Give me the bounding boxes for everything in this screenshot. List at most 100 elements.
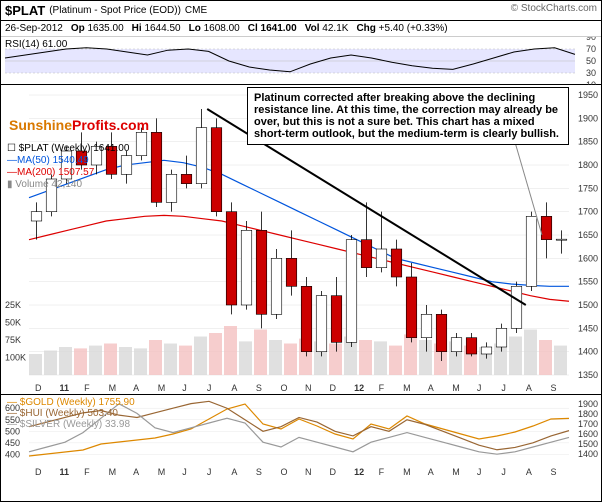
chg-label: Chg +5.40 (+0.33%) [356,23,447,34]
rsi-chart: 9070503010 [1,37,601,85]
attribution: © StockCharts.com [511,3,597,18]
svg-text:1900: 1900 [578,399,598,409]
volume-indicator: ▮ Volume 42,140 [7,179,129,191]
svg-text:1350: 1350 [578,370,598,380]
svg-text:30: 30 [586,68,596,78]
svg-text:S: S [550,467,556,477]
svg-text:A: A [428,467,434,477]
svg-text:J: J [182,467,187,477]
hui-label: — $HUI (Weekly) 503.40 [7,408,135,419]
svg-text:F: F [84,383,90,393]
svg-text:A: A [231,383,237,393]
svg-text:F: F [379,383,385,393]
bottom-panel: — $GOLD (Weekly) 1755.90 — $HUI (Weekly)… [1,395,601,481]
svg-text:50K: 50K [5,318,21,328]
svg-text:J: J [477,383,482,393]
svg-text:O: O [280,383,287,393]
svg-text:1650: 1650 [578,230,598,240]
svg-text:12: 12 [354,383,364,393]
svg-text:O: O [280,467,287,477]
svg-text:F: F [84,467,90,477]
svg-text:1550: 1550 [578,277,598,287]
svg-text:A: A [428,383,434,393]
svg-text:70: 70 [586,44,596,54]
svg-text:1400: 1400 [578,449,598,459]
rsi-label: RSI(14) 61.00 [5,39,67,50]
svg-text:1500: 1500 [578,439,598,449]
date: 26-Sep-2012 [5,23,63,34]
svg-text:1950: 1950 [578,90,598,100]
svg-text:1900: 1900 [578,113,598,123]
silver-label: — $SILVER (Weekly) 33.98 [7,419,135,430]
svg-text:J: J [501,467,506,477]
ohlc-line: 26-Sep-2012 Op 1635.00 Hi 1644.50 Lo 160… [1,21,601,37]
svg-text:D: D [35,467,42,477]
svg-text:1700: 1700 [578,419,598,429]
exchange: CME [185,5,207,16]
watermark: SunshineProfits.com [9,117,149,133]
svg-text:N: N [305,383,312,393]
svg-text:100K: 100K [5,353,26,363]
bottom-labels: — $GOLD (Weekly) 1755.90 — $HUI (Weekly)… [7,397,135,430]
svg-text:M: M [109,467,117,477]
svg-text:1400: 1400 [578,347,598,357]
svg-text:1500: 1500 [578,300,598,310]
svg-text:1700: 1700 [578,207,598,217]
svg-text:S: S [256,467,262,477]
svg-text:1600: 1600 [578,253,598,263]
high-label: Hi 1644.50 [132,23,181,34]
svg-text:A: A [133,467,139,477]
svg-text:11: 11 [60,467,70,477]
ma50-indicator: —MA(50) 1540.49 [7,155,129,167]
svg-text:1850: 1850 [578,137,598,147]
svg-text:F: F [379,467,385,477]
svg-text:M: M [403,467,411,477]
svg-text:25K: 25K [5,300,21,310]
svg-text:S: S [256,383,262,393]
annotation-callout: Platinum corrected after breaking above … [247,87,569,145]
svg-text:50: 50 [586,56,596,66]
svg-text:1800: 1800 [578,160,598,170]
svg-text:M: M [452,383,460,393]
svg-text:N: N [305,467,312,477]
svg-text:75K: 75K [5,335,21,345]
svg-text:A: A [526,467,532,477]
watermark-part2: Profits.com [72,117,149,133]
price-indicator: ☐ $PLAT (Weekly) 1641.00 [7,143,129,155]
indicator-labels: ☐ $PLAT (Weekly) 1641.00 —MA(50) 1540.49… [7,143,129,191]
chart-container: $PLAT (Platinum - Spot Price (EOD)) CME … [0,0,602,502]
svg-text:12: 12 [354,467,364,477]
svg-text:M: M [109,383,117,393]
ticker-symbol: $PLAT [5,3,45,18]
watermark-part1: Sunshine [9,117,72,133]
svg-text:D: D [35,383,42,393]
header-left: $PLAT (Platinum - Spot Price (EOD)) CME [5,3,207,18]
svg-text:J: J [207,383,212,393]
svg-text:1800: 1800 [578,409,598,419]
svg-text:400: 400 [5,449,20,459]
svg-text:11: 11 [60,383,70,393]
svg-text:1450: 1450 [578,323,598,333]
svg-text:J: J [477,467,482,477]
low-label: Lo 1608.00 [189,23,240,34]
rsi-panel: RSI(14) 61.00 9070503010 [1,37,601,85]
open-label: Op 1635.00 [71,23,124,34]
ticker-description: (Platinum - Spot Price (EOD)) [49,5,181,16]
svg-text:S: S [550,383,556,393]
chart-header: $PLAT (Platinum - Spot Price (EOD)) CME … [1,1,601,21]
svg-text:D: D [330,383,337,393]
svg-text:450: 450 [5,438,20,448]
svg-text:J: J [207,467,212,477]
close-label: Cl 1641.00 [248,23,297,34]
svg-text:J: J [182,383,187,393]
svg-text:M: M [452,467,460,477]
svg-text:D: D [330,467,337,477]
svg-text:A: A [133,383,139,393]
svg-text:1750: 1750 [578,183,598,193]
svg-text:M: M [158,383,166,393]
vol-label: Vol 42.1K [305,23,349,34]
svg-text:M: M [403,383,411,393]
svg-text:1600: 1600 [578,429,598,439]
svg-text:J: J [501,383,506,393]
svg-text:M: M [158,467,166,477]
